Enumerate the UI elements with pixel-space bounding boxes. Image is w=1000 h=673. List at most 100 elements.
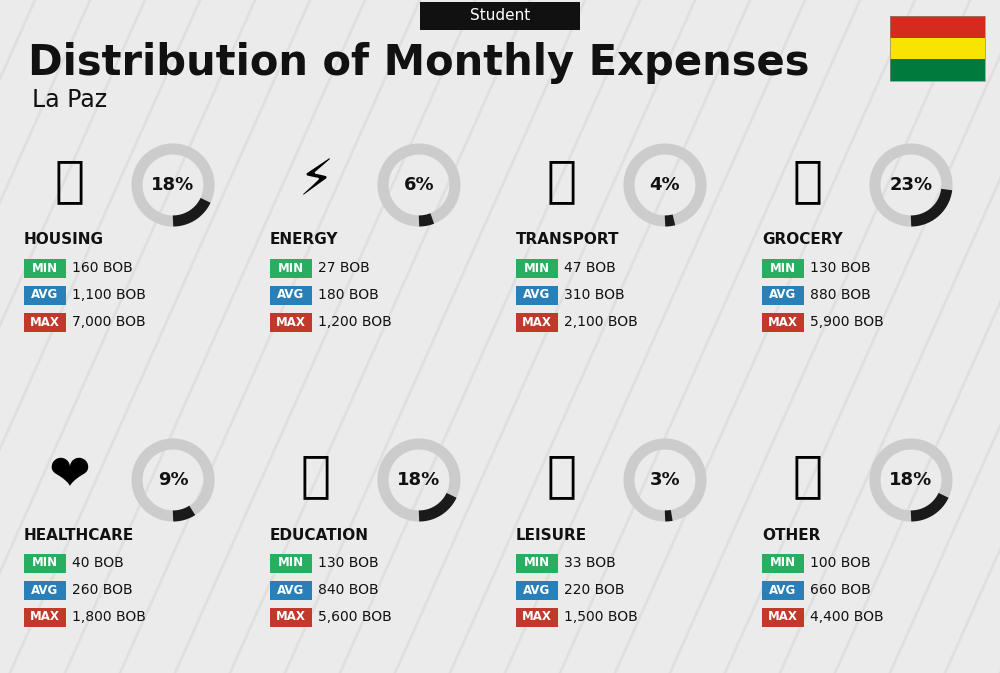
Text: AVG: AVG — [31, 289, 59, 302]
Text: 40 BOB: 40 BOB — [72, 556, 124, 570]
FancyBboxPatch shape — [24, 258, 66, 277]
Text: MIN: MIN — [770, 557, 796, 569]
Text: MIN: MIN — [32, 262, 58, 275]
Text: 880 BOB: 880 BOB — [810, 288, 871, 302]
Text: LEISURE: LEISURE — [516, 528, 587, 542]
Text: 180 BOB: 180 BOB — [318, 288, 379, 302]
Text: 660 BOB: 660 BOB — [810, 583, 871, 597]
FancyBboxPatch shape — [762, 553, 804, 573]
Text: 🚌: 🚌 — [547, 157, 577, 205]
Text: 23%: 23% — [889, 176, 933, 194]
Text: Distribution of Monthly Expenses: Distribution of Monthly Expenses — [28, 42, 810, 84]
FancyBboxPatch shape — [762, 581, 804, 600]
FancyBboxPatch shape — [516, 581, 558, 600]
Text: 🛍️: 🛍️ — [547, 452, 577, 500]
FancyBboxPatch shape — [516, 553, 558, 573]
Text: ❤️: ❤️ — [49, 452, 91, 500]
Text: 840 BOB: 840 BOB — [318, 583, 379, 597]
FancyBboxPatch shape — [516, 312, 558, 332]
FancyBboxPatch shape — [270, 581, 312, 600]
Text: AVG: AVG — [523, 583, 551, 596]
FancyBboxPatch shape — [890, 38, 985, 59]
Text: 2,100 BOB: 2,100 BOB — [564, 315, 638, 329]
FancyBboxPatch shape — [516, 258, 558, 277]
FancyBboxPatch shape — [24, 608, 66, 627]
Text: 220 BOB: 220 BOB — [564, 583, 624, 597]
Text: 5,900 BOB: 5,900 BOB — [810, 315, 884, 329]
FancyBboxPatch shape — [762, 285, 804, 304]
Text: AVG: AVG — [523, 289, 551, 302]
Text: Student: Student — [470, 9, 530, 24]
Text: 4,400 BOB: 4,400 BOB — [810, 610, 884, 624]
Text: 47 BOB: 47 BOB — [564, 261, 616, 275]
Text: EDUCATION: EDUCATION — [270, 528, 369, 542]
Text: AVG: AVG — [769, 583, 797, 596]
Text: HOUSING: HOUSING — [24, 232, 104, 248]
Text: 1,500 BOB: 1,500 BOB — [564, 610, 638, 624]
FancyBboxPatch shape — [24, 312, 66, 332]
Text: 6%: 6% — [404, 176, 434, 194]
Text: 💰: 💰 — [793, 452, 823, 500]
Text: La Paz: La Paz — [32, 88, 107, 112]
FancyBboxPatch shape — [24, 553, 66, 573]
Text: 9%: 9% — [158, 471, 188, 489]
FancyBboxPatch shape — [270, 553, 312, 573]
Text: AVG: AVG — [277, 289, 305, 302]
Text: 260 BOB: 260 BOB — [72, 583, 133, 597]
Text: ⚡: ⚡ — [298, 157, 334, 205]
Text: 18%: 18% — [397, 471, 441, 489]
FancyBboxPatch shape — [270, 312, 312, 332]
Text: MAX: MAX — [522, 316, 552, 328]
Text: 1,200 BOB: 1,200 BOB — [318, 315, 392, 329]
Text: MAX: MAX — [768, 316, 798, 328]
Text: OTHER: OTHER — [762, 528, 820, 542]
Text: 4%: 4% — [650, 176, 680, 194]
Text: 27 BOB: 27 BOB — [318, 261, 370, 275]
FancyBboxPatch shape — [270, 285, 312, 304]
Text: AVG: AVG — [31, 583, 59, 596]
FancyBboxPatch shape — [516, 285, 558, 304]
Text: 310 BOB: 310 BOB — [564, 288, 625, 302]
Text: 100 BOB: 100 BOB — [810, 556, 871, 570]
Text: 130 BOB: 130 BOB — [810, 261, 871, 275]
Text: MIN: MIN — [524, 262, 550, 275]
Text: MAX: MAX — [30, 316, 60, 328]
FancyBboxPatch shape — [420, 2, 580, 30]
Text: AVG: AVG — [769, 289, 797, 302]
Text: MAX: MAX — [768, 610, 798, 623]
Text: MAX: MAX — [276, 316, 306, 328]
FancyBboxPatch shape — [24, 581, 66, 600]
Text: 1,800 BOB: 1,800 BOB — [72, 610, 146, 624]
FancyBboxPatch shape — [762, 608, 804, 627]
Text: 🎓: 🎓 — [301, 452, 331, 500]
Text: AVG: AVG — [277, 583, 305, 596]
Text: GROCERY: GROCERY — [762, 232, 843, 248]
Text: 1,100 BOB: 1,100 BOB — [72, 288, 146, 302]
FancyBboxPatch shape — [890, 59, 985, 81]
Text: HEALTHCARE: HEALTHCARE — [24, 528, 134, 542]
Text: TRANSPORT: TRANSPORT — [516, 232, 620, 248]
Text: ENERGY: ENERGY — [270, 232, 338, 248]
FancyBboxPatch shape — [24, 285, 66, 304]
Text: MAX: MAX — [276, 610, 306, 623]
Text: MAX: MAX — [522, 610, 552, 623]
Text: 33 BOB: 33 BOB — [564, 556, 616, 570]
Text: 18%: 18% — [889, 471, 933, 489]
Text: 18%: 18% — [151, 176, 195, 194]
FancyBboxPatch shape — [762, 258, 804, 277]
Text: MIN: MIN — [32, 557, 58, 569]
Text: 🛒: 🛒 — [793, 157, 823, 205]
Text: 3%: 3% — [650, 471, 680, 489]
FancyBboxPatch shape — [270, 258, 312, 277]
FancyBboxPatch shape — [762, 312, 804, 332]
FancyBboxPatch shape — [516, 608, 558, 627]
Text: 7,000 BOB: 7,000 BOB — [72, 315, 146, 329]
Text: 🏙: 🏙 — [55, 157, 85, 205]
FancyBboxPatch shape — [890, 16, 985, 38]
Text: MAX: MAX — [30, 610, 60, 623]
Text: MIN: MIN — [770, 262, 796, 275]
Text: MIN: MIN — [278, 262, 304, 275]
Text: 160 BOB: 160 BOB — [72, 261, 133, 275]
Text: 5,600 BOB: 5,600 BOB — [318, 610, 392, 624]
Text: MIN: MIN — [524, 557, 550, 569]
